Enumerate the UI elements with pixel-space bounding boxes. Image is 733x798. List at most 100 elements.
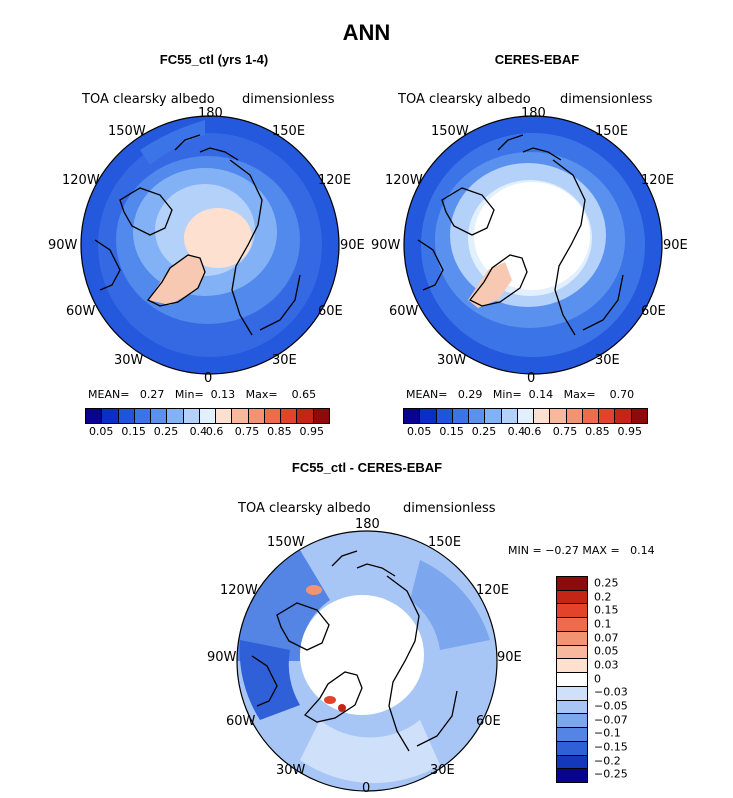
colorbar-swatch [102, 409, 119, 423]
colorbar-swatch [199, 409, 217, 423]
p2-mean-label: MEAN= [406, 388, 448, 401]
colorbar-swatch [557, 673, 587, 687]
colorbar-swatch [501, 409, 518, 423]
colorbar-swatch [151, 409, 168, 423]
p1-max: 0.65 [291, 388, 317, 401]
colorbar-tick-label: 0.85 [585, 425, 610, 438]
colorbar-tick-label: −0.05 [594, 699, 628, 713]
panel3-variable: TOA clearsky albedo [238, 501, 371, 516]
panel2-variable: TOA clearsky albedo [398, 92, 531, 107]
colorbar-tick-label: −0.03 [594, 685, 628, 699]
colorbar-swatch [183, 409, 200, 423]
panel3-coastlines [251, 550, 458, 752]
colorbar-swatch [420, 409, 437, 423]
colorbar-tick-label: 0.95 [299, 425, 325, 438]
p3-lon-180: 180 [355, 517, 380, 532]
colorbar-swatch [517, 409, 535, 423]
panel3-stats: MIN = −0.27 MAX = 0.14 [508, 544, 655, 557]
p2-lon-120w: 120W [385, 173, 423, 188]
p1-min-label: Min= [174, 388, 204, 401]
p3-lon-30w: 30W [276, 763, 306, 778]
colorbar-tick-label: 0.15 [121, 425, 146, 438]
colorbar-swatch [582, 409, 600, 423]
p3-lon-0: 0 [362, 781, 371, 796]
p3-lon-150w: 150W [267, 535, 305, 550]
panel1-coastlines [94, 134, 301, 336]
colorbar-tick-label: −0.07 [594, 713, 628, 726]
p1-lon-0: 0 [204, 371, 213, 386]
p3-lon-120w: 120W [220, 583, 258, 598]
p1-min: 0.13 [210, 388, 236, 401]
p2-lon-180: 180 [521, 106, 546, 121]
colorbar-tick-label: 0.4 [189, 425, 208, 438]
colorbar-tick-label: 0.15 [439, 425, 464, 438]
p2-mean: 0.29 [457, 388, 483, 401]
p1-lon-90e: 90E [340, 238, 365, 253]
colorbar-swatch [557, 728, 587, 742]
p3-max-label: MAX = [582, 544, 620, 557]
p2-lon-30e: 30E [595, 353, 620, 368]
colorbar-swatch [264, 409, 282, 423]
panel3-title: FC55_ctl - CERES-EBAF [291, 460, 443, 475]
colorbar-swatch [557, 631, 587, 646]
colorbar-swatch [557, 700, 587, 715]
p3-min-label: MIN = [508, 544, 542, 557]
p1-lon-120w: 120W [62, 173, 100, 188]
p2-max-label: Max= [563, 388, 596, 401]
p1-mean-label: MEAN= [88, 388, 130, 401]
p1-lon-30e: 30E [272, 353, 297, 368]
colorbar-tick-label: 0.05 [88, 425, 114, 438]
colorbar-swatch [404, 409, 421, 423]
colorbar-swatch [599, 409, 616, 423]
p2-lon-30w: 30W [437, 353, 467, 368]
p3-lon-60w: 60W [226, 714, 256, 729]
colorbar-tick-label: 0.75 [552, 425, 578, 438]
panel3-diff-field [237, 531, 497, 791]
panel1-units: dimensionless [242, 92, 335, 107]
colorbar-swatch [557, 618, 587, 632]
colorbar-swatch [557, 714, 587, 729]
panel1-colorbar [85, 408, 330, 424]
p1-lon-150w: 150W [108, 124, 146, 139]
colorbar-tick-label: 0.25 [594, 576, 619, 590]
p1-lon-30w: 30W [114, 353, 144, 368]
colorbar-tick-label: 0.25 [153, 425, 179, 438]
p2-lon-150e: 150E [595, 124, 629, 139]
colorbar-tick-label: 0.75 [234, 425, 260, 438]
panel2-colorbar [403, 408, 648, 424]
p2-lon-60w: 60W [389, 304, 419, 319]
panel3-units: dimensionless [403, 501, 496, 516]
colorbar-tick-label: 0.6 [523, 425, 542, 438]
p2-lon-90w: 90W [371, 238, 401, 253]
p1-lon-60e: 60E [318, 304, 343, 319]
colorbar-swatch [469, 409, 486, 423]
colorbar-swatch [248, 409, 265, 423]
colorbar-swatch [118, 409, 135, 423]
colorbar-tick-label: 0.05 [594, 644, 619, 658]
panel2-albedo-field [404, 116, 662, 374]
colorbar-swatch [167, 409, 184, 423]
colorbar-swatch [566, 409, 583, 423]
colorbar-swatch [216, 409, 233, 423]
p1-lon-180: 180 [198, 106, 223, 121]
colorbar-swatch [557, 755, 587, 770]
p2-min: 0.14 [528, 388, 554, 401]
colorbar-swatch [485, 409, 502, 423]
colorbar-tick-label: 0.85 [267, 425, 292, 438]
panel2-units: dimensionless [560, 92, 653, 107]
colorbar-tick-label: 0.1 [594, 617, 612, 631]
p1-mean: 0.27 [139, 388, 165, 401]
p3-max: 0.14 [630, 544, 655, 557]
colorbar-swatch [134, 409, 152, 423]
figure-title: ANN [342, 20, 391, 45]
p2-lon-120e: 120E [641, 173, 675, 188]
colorbar-swatch [557, 604, 587, 619]
colorbar-swatch [550, 409, 567, 423]
colorbar-swatch [557, 645, 587, 660]
colorbar-swatch [557, 741, 587, 756]
colorbar-swatch [534, 409, 551, 423]
colorbar-tick-label: 0 [594, 672, 601, 685]
colorbar-tick-label: −0.15 [594, 740, 628, 754]
panel2-coastlines [417, 134, 624, 336]
